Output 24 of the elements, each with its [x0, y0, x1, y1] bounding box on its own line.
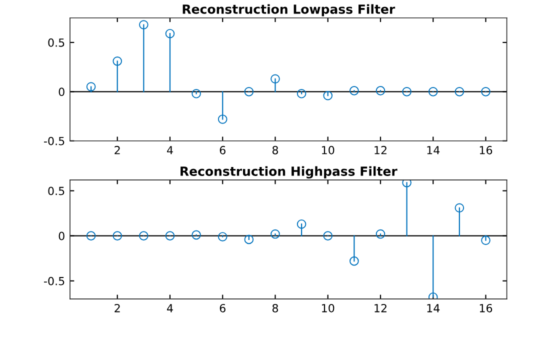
y-tick-label: -0.5	[44, 276, 64, 286]
y-tick-label: 0	[58, 88, 64, 96]
x-tick-label: 2	[114, 146, 120, 154]
x-tick-label: 12	[374, 304, 386, 312]
x-tick-label: 8	[272, 146, 278, 154]
x-tick-label: 8	[272, 304, 278, 312]
x-tick-label: 16	[480, 304, 492, 312]
x-tick-label: 6	[220, 304, 226, 312]
x-tick-label: 4	[167, 146, 173, 154]
y-tick-label: 0	[58, 232, 64, 240]
x-tick-label: 2	[114, 304, 120, 312]
chart-title: Reconstruction Highpass Filter	[180, 166, 398, 178]
x-tick-label: 16	[480, 146, 492, 154]
y-tick-label: 0.5	[48, 186, 64, 196]
y-tick-label: 0.5	[48, 38, 64, 47]
x-tick-label: 10	[322, 304, 334, 312]
x-tick-label: 6	[220, 146, 226, 154]
x-tick-label: 14	[427, 304, 440, 312]
x-tick-label: 14	[427, 146, 440, 154]
chart-title: Reconstruction Lowpass Filter	[182, 4, 396, 16]
y-tick-label: -0.5	[44, 136, 64, 146]
x-tick-label: 12	[374, 146, 386, 154]
x-tick-label: 10	[322, 146, 334, 154]
x-tick-label: 4	[167, 304, 173, 312]
